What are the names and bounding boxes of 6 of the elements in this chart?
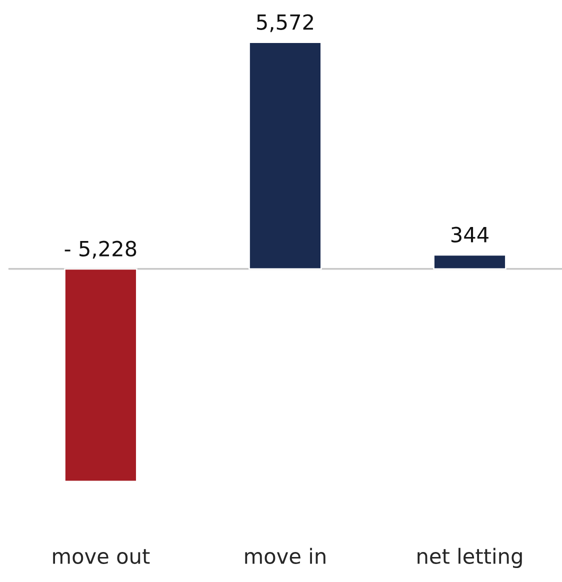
- data-label: 5,572: [257, 14, 313, 32]
- x-tick-label: move in: [245, 548, 326, 564]
- data-label: 344: [451, 226, 488, 243]
- x-tick-label: move out: [53, 549, 150, 564]
- x-tick-label: net letting: [418, 548, 522, 568]
- data-label: - 5,228: [64, 240, 136, 259]
